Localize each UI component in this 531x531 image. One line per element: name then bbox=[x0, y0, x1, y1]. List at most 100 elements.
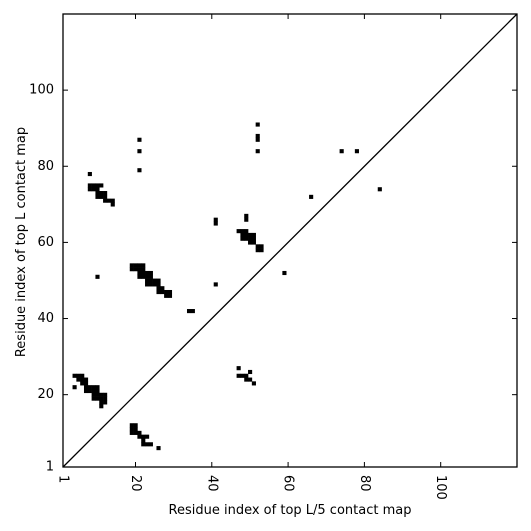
y-tick-label: 60 bbox=[37, 235, 54, 250]
contact-cell-upper bbox=[148, 278, 153, 283]
contact-cell-upper bbox=[148, 274, 153, 279]
contact-cell-upper bbox=[99, 194, 104, 199]
contact-cell-upper bbox=[141, 263, 146, 268]
contact-cell-upper bbox=[103, 191, 108, 196]
contact-cell-upper bbox=[137, 263, 142, 268]
contact-cell-lower bbox=[133, 427, 138, 432]
contact-cell-upper bbox=[91, 187, 96, 192]
contact-cell-lower bbox=[99, 392, 104, 397]
x-tick-label: 1 bbox=[56, 475, 71, 483]
contact-cell-upper bbox=[339, 149, 344, 154]
contact-cell-upper bbox=[95, 183, 100, 188]
contact-cell-upper bbox=[137, 149, 142, 154]
contact-cell-upper bbox=[248, 232, 253, 237]
x-tick-label: 40 bbox=[204, 475, 219, 492]
contact-cell-lower bbox=[133, 423, 138, 428]
contact-cell-upper bbox=[164, 293, 169, 298]
contact-cell-lower bbox=[99, 400, 104, 405]
contact-cell-lower bbox=[76, 373, 81, 378]
x-tick-label: 20 bbox=[128, 475, 143, 492]
contact-cell-lower bbox=[103, 396, 108, 401]
y-tick-label: 100 bbox=[29, 83, 54, 98]
contact-cell-upper bbox=[148, 270, 153, 276]
contact-cell-upper bbox=[255, 137, 260, 142]
contact-cell-upper bbox=[213, 221, 218, 226]
contact-cell-lower bbox=[145, 442, 150, 447]
y-tick-label: 1 bbox=[46, 460, 54, 475]
contact-cell-upper bbox=[99, 191, 104, 196]
contact-cell-upper bbox=[141, 270, 146, 276]
contact-cell-upper bbox=[110, 198, 115, 203]
contact-cell-upper bbox=[251, 232, 256, 237]
contact-cell-upper bbox=[244, 232, 249, 237]
contact-cell-lower bbox=[103, 400, 108, 405]
contact-cell-upper bbox=[95, 194, 100, 199]
contact-cell-lower bbox=[80, 373, 85, 378]
contact-cell-upper bbox=[137, 270, 142, 276]
contact-cell-upper bbox=[282, 270, 287, 276]
contact-cell-upper bbox=[213, 282, 218, 287]
contact-cell-upper bbox=[103, 194, 108, 199]
contact-cell-lower bbox=[95, 396, 100, 401]
contact-cell-upper bbox=[87, 187, 92, 192]
contact-cell-upper bbox=[156, 289, 161, 295]
contact-cell-upper bbox=[145, 282, 150, 287]
contact-cell-upper bbox=[137, 168, 142, 173]
contact-cell-upper bbox=[95, 191, 100, 196]
contact-cell-lower bbox=[244, 373, 249, 378]
contact-cell-lower bbox=[83, 388, 89, 394]
y-axis-label: Residue index of top L contact map bbox=[14, 127, 29, 357]
contact-cell-lower bbox=[83, 385, 89, 390]
contact-cell-upper bbox=[255, 122, 260, 127]
contact-cell-upper bbox=[156, 282, 161, 287]
contact-cell-upper bbox=[137, 137, 142, 142]
contact-cell-lower bbox=[95, 388, 100, 394]
contact-cell-upper bbox=[160, 289, 165, 295]
contact-cell-lower bbox=[251, 381, 256, 386]
contact-cell-upper bbox=[87, 171, 92, 177]
contact-cell-lower bbox=[248, 377, 253, 382]
contact-cell-lower bbox=[248, 369, 253, 375]
contact-cell-lower bbox=[129, 430, 134, 435]
contact-cell-upper bbox=[164, 289, 169, 295]
y-tick-label: 40 bbox=[37, 311, 54, 326]
contact-cell-lower bbox=[236, 366, 241, 371]
contact-cell-lower bbox=[91, 388, 96, 394]
contact-cell-upper bbox=[255, 244, 260, 249]
contact-cell-lower bbox=[87, 388, 92, 394]
contact-cell-lower bbox=[236, 373, 241, 378]
contact-cell-lower bbox=[80, 381, 85, 386]
contact-cell-lower bbox=[240, 373, 245, 378]
contact-cell-upper bbox=[95, 187, 100, 192]
contact-cell-upper bbox=[251, 240, 256, 245]
contact-cell-upper bbox=[244, 213, 249, 218]
contact-cell-upper bbox=[106, 198, 111, 203]
contact-cell-lower bbox=[91, 392, 96, 397]
contact-cell-lower bbox=[141, 442, 146, 447]
plot-area bbox=[62, 13, 518, 468]
contact-cell-upper bbox=[244, 217, 249, 222]
contact-cell-upper bbox=[259, 244, 264, 249]
contact-cell-upper bbox=[255, 133, 260, 139]
contact-cell-lower bbox=[87, 385, 92, 390]
contact-cell-lower bbox=[95, 392, 100, 397]
contact-cell-upper bbox=[141, 274, 146, 279]
contact-cell-lower bbox=[141, 438, 146, 443]
contact-cell-lower bbox=[76, 377, 81, 382]
contact-cell-upper bbox=[137, 274, 142, 279]
contact-cell-lower bbox=[133, 430, 138, 435]
contact-cell-upper bbox=[377, 187, 382, 192]
plot-frame bbox=[62, 13, 518, 468]
contact-cell-upper bbox=[156, 286, 161, 291]
contact-cell-upper bbox=[87, 183, 92, 188]
contact-cell-upper bbox=[240, 232, 245, 237]
contact-cell-lower bbox=[129, 423, 134, 428]
contact-cell-upper bbox=[167, 289, 173, 295]
contact-cell-upper bbox=[152, 278, 157, 283]
x-axis-label: Residue index of top L/5 contact map bbox=[169, 503, 412, 518]
contact-cell-upper bbox=[110, 202, 115, 207]
contact-cell-upper bbox=[309, 194, 314, 199]
contact-cell-upper bbox=[148, 282, 153, 287]
